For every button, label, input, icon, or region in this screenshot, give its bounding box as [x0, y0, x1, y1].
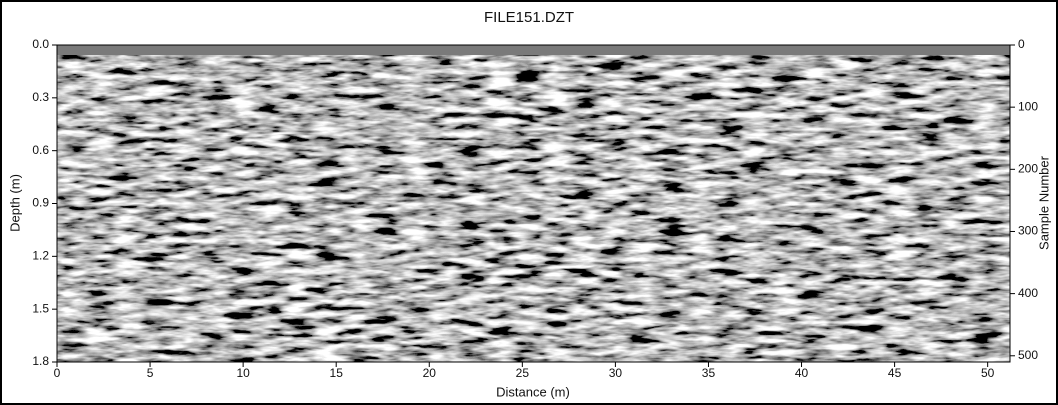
y-tick-label: 1.8 [32, 354, 49, 368]
x-tick-label: 5 [147, 366, 154, 380]
x-tick-label: 0 [54, 366, 61, 380]
x-tick-label: 15 [330, 366, 344, 380]
x-tick-label: 35 [702, 366, 716, 380]
x-tick-label: 40 [795, 366, 809, 380]
chart-title: FILE151.DZT [484, 9, 574, 26]
x-tick-label: 50 [981, 366, 995, 380]
y-tick-label: 0.9 [32, 196, 49, 210]
y-axis-label: Depth (m) [7, 174, 22, 232]
y2-tick-label: 100 [1018, 99, 1038, 113]
x-tick-label: 10 [236, 366, 250, 380]
x-axis-label: Distance (m) [496, 384, 570, 399]
y-tick-label: 1.2 [32, 249, 49, 263]
y2-tick-label: 500 [1018, 348, 1038, 362]
y-tick-label: 0.6 [32, 143, 49, 157]
y2-tick-label: 300 [1018, 224, 1038, 238]
x-tick-label: 25 [516, 366, 530, 380]
y-tick-label: 1.5 [32, 301, 49, 315]
x-tick-label: 20 [423, 366, 437, 380]
y-tick-label: 0.3 [32, 90, 49, 104]
y2-tick-label: 0 [1018, 37, 1025, 51]
radargram-image [57, 45, 1010, 362]
y-tick-label: 0.0 [32, 37, 49, 51]
surface-band [57, 45, 1010, 55]
y2-tick-label: 200 [1018, 161, 1038, 175]
x-tick-label: 30 [609, 366, 623, 380]
y2-axis-label: Sample Number [1036, 155, 1051, 250]
x-tick-label: 45 [888, 366, 902, 380]
y2-tick-label: 400 [1018, 286, 1038, 300]
